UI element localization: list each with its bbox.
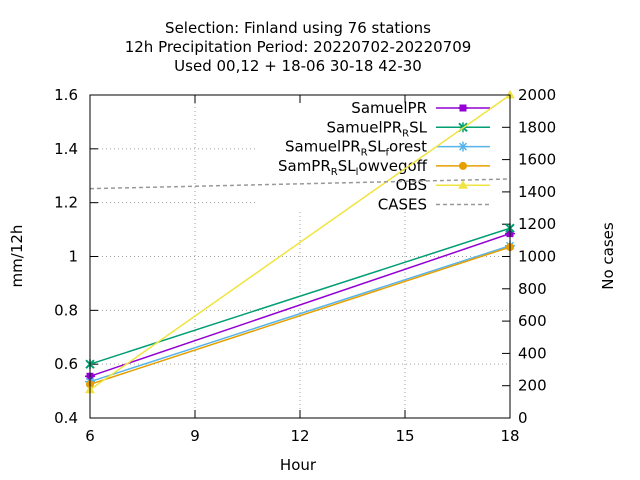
y-tick-label: 1.6 xyxy=(54,86,78,104)
legend-label-part: SamPR xyxy=(278,157,331,175)
plot-border xyxy=(89,94,511,419)
legend-label: CASES xyxy=(378,196,427,214)
legend-label-part: CASES xyxy=(378,196,427,214)
y2-tick-label: 1400 xyxy=(518,183,556,201)
y-tick-label: 0.6 xyxy=(54,355,78,373)
y2-tick-label: 1000 xyxy=(518,248,556,266)
marker-triangle xyxy=(458,180,468,189)
legend-label-part: SL xyxy=(368,138,387,156)
y-tick-label: 0.4 xyxy=(54,409,78,427)
legend-label-part: orest xyxy=(389,138,427,156)
legend: SamuelPRSamuelPRRSLSamuelPRRSLforestSamP… xyxy=(278,99,490,214)
y2-tick-label: 1800 xyxy=(518,118,556,136)
legend-label: SamuelPR xyxy=(351,99,427,117)
legend-label-part: owvegoff xyxy=(358,157,427,175)
y-tick-label: 0.8 xyxy=(54,301,78,319)
y-tick-label: 1.4 xyxy=(54,140,78,158)
legend-label: SamuelPRRSL xyxy=(326,118,427,139)
legend-label-part: SamuelPR xyxy=(326,118,402,136)
series-line xyxy=(89,246,511,386)
legend-label-part: SL xyxy=(409,118,428,136)
legend-label-part: R xyxy=(331,167,338,178)
series-line xyxy=(89,178,511,190)
point-marker xyxy=(458,141,468,152)
y-axis-ticks: 0.4 0.6 0.8 1 1.2 1.4 1.6 xyxy=(54,86,98,427)
series-lines xyxy=(85,89,515,394)
y2-tick-label: 1200 xyxy=(518,215,556,233)
x-tick-label: 12 xyxy=(290,427,309,445)
x-tick-label: 9 xyxy=(190,427,200,445)
point-marker xyxy=(459,161,467,170)
x-axis-label: Hour xyxy=(280,456,317,474)
legend-label: SamuelPRRSLforest xyxy=(285,138,427,159)
y-axis-label: mm/12h xyxy=(8,225,26,288)
chart-title: Selection: Finland using 76 stations 12h… xyxy=(125,19,472,75)
title-line-1: Selection: Finland using 76 stations xyxy=(165,19,431,37)
y2-tick-label: 0 xyxy=(518,409,528,427)
x-axis-ticks: 6 9 12 15 18 xyxy=(85,95,520,445)
y2-tick-label: 600 xyxy=(518,312,547,330)
legend-label-part: SamuelPR xyxy=(351,99,427,117)
point-marker xyxy=(458,180,468,189)
series-line xyxy=(89,232,511,377)
marker-line xyxy=(458,142,468,151)
legend-label-part: OBS xyxy=(396,176,427,194)
y2-tick-label: 2000 xyxy=(518,86,556,104)
marker-circle xyxy=(459,161,467,170)
legend-label-part: SL xyxy=(338,157,357,175)
y-tick-label: 1.2 xyxy=(54,194,78,212)
legend-label-part: f xyxy=(386,148,390,159)
y-tick-label: 1 xyxy=(68,248,78,266)
y2-tick-label: 400 xyxy=(518,344,547,362)
legend-label: SamPRRSLlowvegoff xyxy=(278,157,428,178)
legend-label: OBS xyxy=(396,176,427,194)
title-line-3: Used 00,12 + 18-06 30-18 42-30 xyxy=(174,57,422,75)
y2-axis-label: No cases xyxy=(599,222,617,290)
y2-tick-label: 200 xyxy=(518,377,547,395)
y2-axis-ticks: 0 200 400 600 800 1000 1200 1400 1600 1800 2000 xyxy=(502,86,556,427)
legend-label-part: R xyxy=(402,128,409,139)
title-line-2: 12h Precipitation Period: 20220702-20220… xyxy=(125,38,472,56)
x-tick-label: 18 xyxy=(500,427,519,445)
x-tick-label: 6 xyxy=(85,427,95,445)
legend-label-part: l xyxy=(356,167,359,178)
y2-tick-label: 800 xyxy=(518,280,547,298)
series-line xyxy=(89,94,511,391)
legend-label-part: SamuelPR xyxy=(285,138,361,156)
legend-label-part: R xyxy=(361,148,368,159)
y2-tick-label: 1600 xyxy=(518,151,556,169)
series-line xyxy=(89,245,511,383)
point-marker xyxy=(458,104,468,112)
x-tick-label: 15 xyxy=(395,427,414,445)
